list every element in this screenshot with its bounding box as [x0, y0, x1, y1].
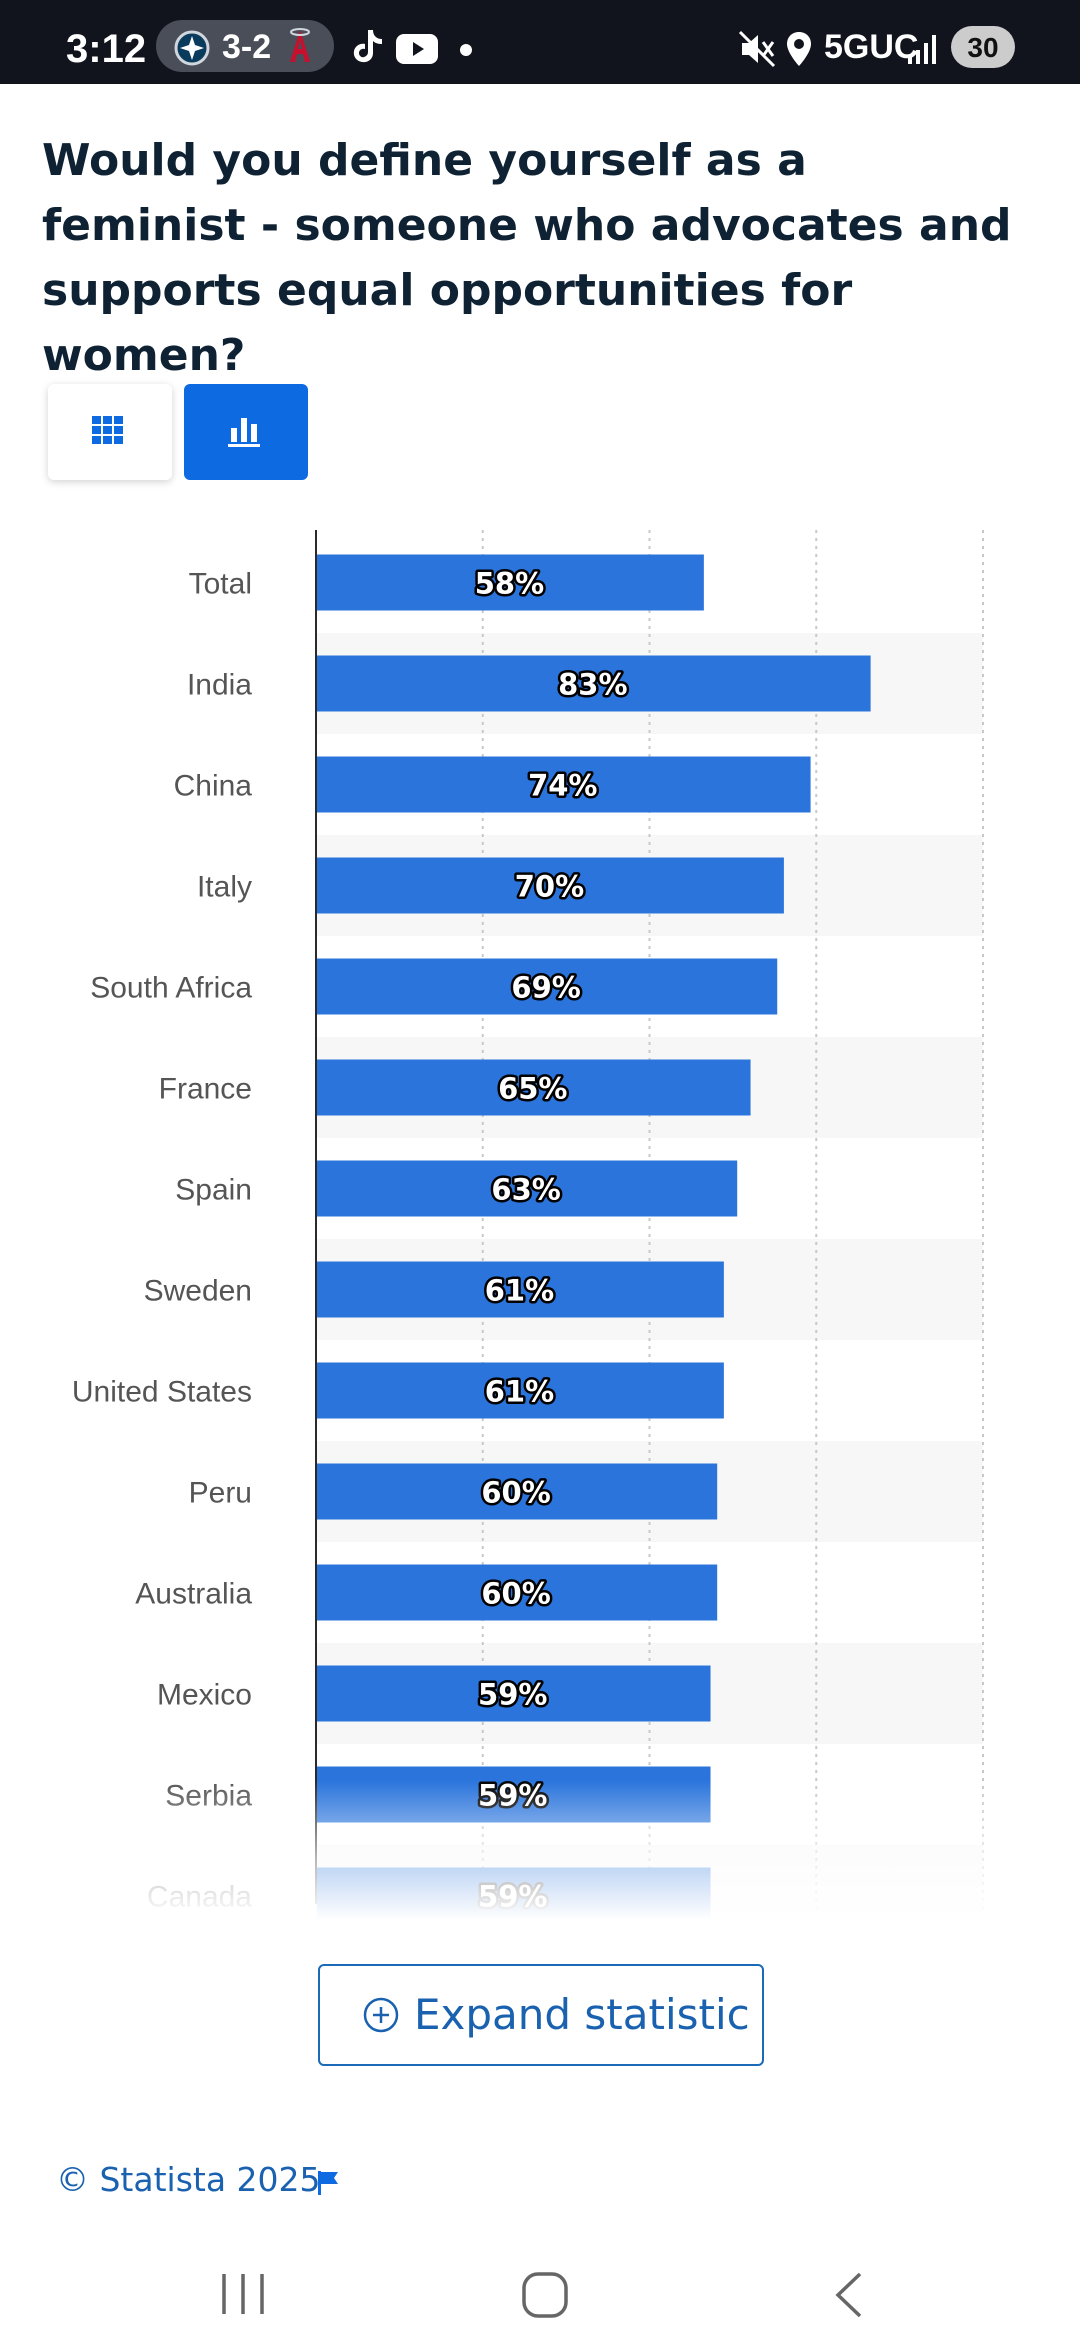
status-score: 3-2 [222, 28, 272, 66]
location-icon [787, 32, 811, 66]
plus-circle-icon [363, 1997, 399, 2033]
bar-chart-icon [228, 418, 260, 447]
flag-icon[interactable] [316, 2170, 340, 2196]
chart-view-button[interactable] [184, 384, 308, 480]
bar[interactable] [317, 1463, 718, 1520]
home-icon[interactable] [520, 2270, 570, 2320]
bar[interactable] [317, 554, 704, 611]
data-label: 61% [485, 1274, 554, 1308]
category-label: Italy [197, 871, 252, 904]
system-nav-bar [0, 2226, 1080, 2340]
data-label: 65% [498, 1072, 567, 1106]
data-label: 60% [481, 1577, 550, 1611]
expand-statistic-button[interactable]: Expand statistic [318, 1964, 764, 2066]
category-label: Australia [135, 1578, 252, 1611]
data-label: 69% [511, 971, 580, 1005]
chart-fade-overlay [0, 1780, 1080, 1920]
category-label: France [159, 1073, 252, 1106]
category-label: Sweden [144, 1275, 252, 1308]
signal-icon [908, 35, 936, 64]
category-label: United States [72, 1376, 252, 1409]
tiktok-icon [353, 30, 382, 63]
category-label: China [174, 770, 253, 803]
grid-icon [92, 416, 123, 444]
bar[interactable] [317, 958, 778, 1015]
bar[interactable] [317, 756, 811, 813]
category-label: Peru [189, 1477, 252, 1510]
category-label: Total [189, 568, 252, 601]
bar-chart: Total 58% India 83% China 74% Italy 70% South Af… [0, 530, 1080, 1920]
notification-dot-icon [460, 44, 472, 56]
category-label: South Africa [90, 972, 252, 1005]
bar[interactable] [317, 1261, 724, 1318]
category-label: Mexico [157, 1679, 252, 1712]
bar[interactable] [317, 857, 784, 914]
data-label: 70% [515, 870, 584, 904]
status-time: 3:12 [66, 27, 147, 71]
data-label: 61% [485, 1375, 554, 1409]
team-logo-icon [290, 28, 310, 62]
data-label: 63% [491, 1173, 560, 1207]
table-view-button[interactable] [48, 384, 172, 480]
network-type: 5GUC [824, 28, 919, 66]
copyright-link[interactable]: © Statista 2025 [56, 2160, 321, 2199]
bar[interactable] [317, 1362, 724, 1419]
youtube-icon [396, 34, 438, 64]
data-label: 83% [558, 668, 627, 702]
status-bar: 3:12 3-2 5GUC 30 [0, 0, 1080, 84]
battery-level: 30 [951, 26, 1015, 68]
bar[interactable] [317, 1059, 751, 1116]
expand-statistic-label: Expand statistic [414, 1990, 750, 2039]
back-icon[interactable] [828, 2270, 868, 2320]
bar[interactable] [317, 1564, 718, 1621]
bar[interactable] [317, 1665, 711, 1722]
data-label: 59% [478, 1678, 547, 1712]
category-label: Spain [175, 1174, 252, 1207]
chart-title: Would you define yourself as a feminist … [42, 135, 1012, 381]
mute-icon [738, 30, 776, 68]
bar[interactable] [317, 1160, 738, 1217]
bar[interactable] [317, 655, 871, 712]
category-label: India [187, 669, 252, 702]
data-label: 74% [528, 769, 597, 803]
team-logo-icon [174, 30, 210, 66]
data-label: 58% [475, 567, 544, 601]
data-label: 60% [481, 1476, 550, 1510]
recent-apps-icon[interactable] [218, 2270, 268, 2318]
